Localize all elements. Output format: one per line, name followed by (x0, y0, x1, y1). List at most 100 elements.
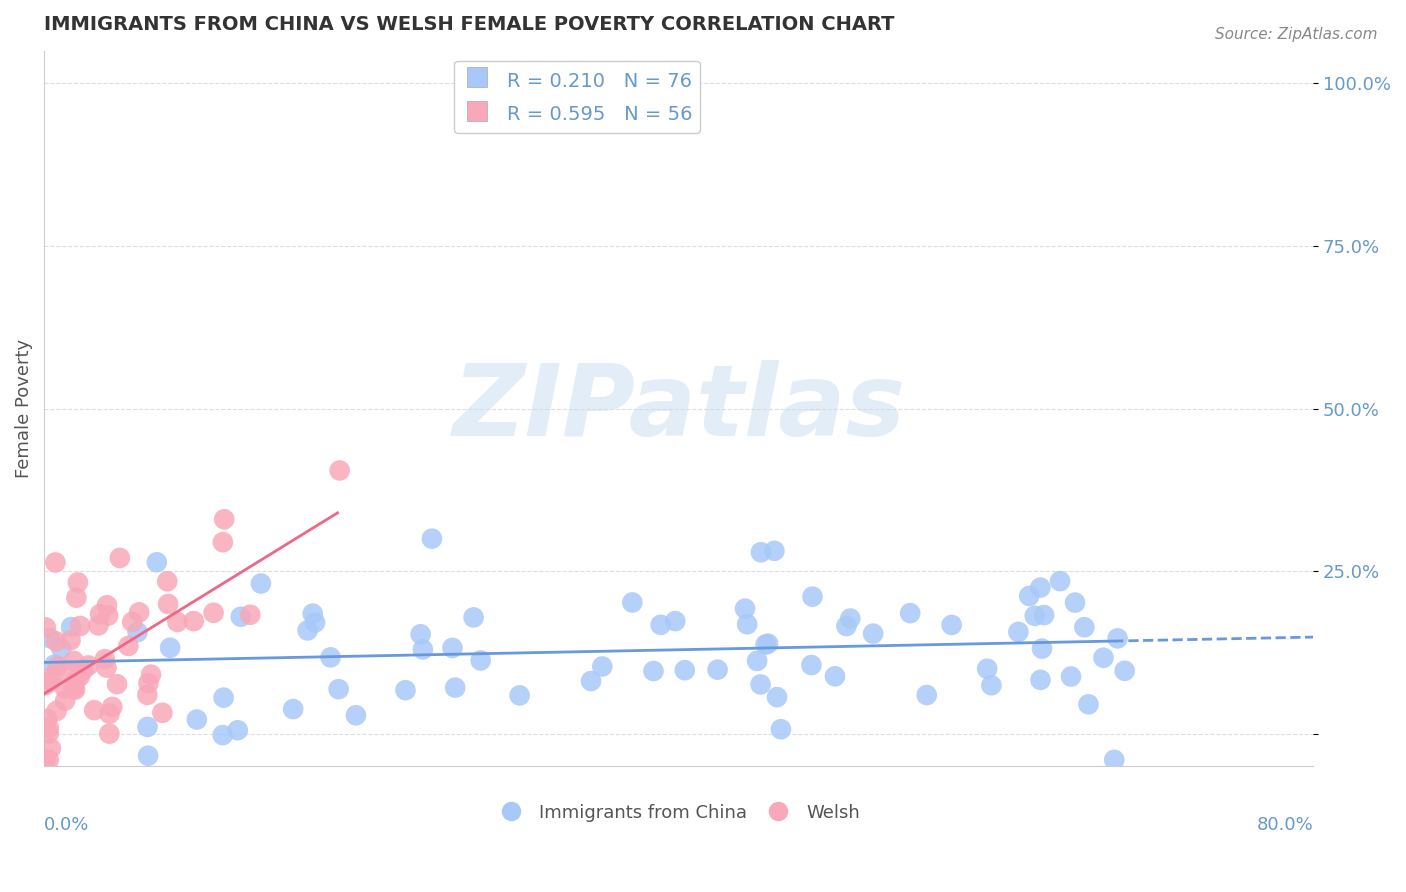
Text: 80.0%: 80.0% (1257, 816, 1313, 834)
Point (250, 576, 273, 591)
Point (83, 703, 105, 717)
Point (1114, 664, 1136, 678)
Point (127, 625, 149, 640)
Point (319, 650, 342, 665)
Text: 0.0%: 0.0% (44, 816, 90, 834)
Point (136, 748, 159, 763)
Point (66, 575, 89, 590)
Point (44, 556, 66, 570)
Point (51, 641, 73, 656)
Point (98, 726, 121, 740)
Point (96, 599, 118, 613)
Point (38, 721, 60, 735)
Point (650, 617, 672, 632)
Point (1031, 641, 1053, 656)
Point (117, 639, 139, 653)
Point (202, 606, 225, 620)
Point (146, 555, 169, 569)
Point (766, 690, 789, 704)
Point (412, 642, 434, 657)
Point (1092, 650, 1115, 665)
Point (1029, 581, 1052, 595)
Point (509, 689, 531, 703)
Point (769, 723, 792, 737)
Point (344, 708, 367, 723)
Point (34, 753, 56, 767)
Point (39, 741, 62, 756)
Point (862, 626, 884, 640)
Point (763, 544, 786, 558)
Point (1060, 669, 1083, 683)
Point (441, 640, 464, 655)
Point (159, 640, 181, 655)
Point (1102, 753, 1125, 767)
Point (915, 688, 938, 702)
Point (69, 670, 91, 684)
Point (1049, 574, 1071, 588)
Point (673, 663, 696, 677)
Point (72, 664, 94, 678)
Y-axis label: Female Poverty: Female Poverty (15, 339, 32, 478)
Point (1033, 608, 1056, 623)
Point (108, 550, 131, 565)
Point (745, 654, 768, 668)
Point (38, 726, 60, 740)
Point (980, 678, 1002, 692)
Point (420, 532, 443, 546)
Point (463, 610, 485, 624)
Point (706, 663, 728, 677)
Point (394, 683, 416, 698)
Point (1077, 698, 1099, 712)
Point (1024, 608, 1046, 623)
Point (98, 706, 121, 721)
Point (664, 614, 686, 628)
Point (941, 618, 963, 632)
Point (444, 681, 467, 695)
Point (35, 620, 58, 634)
Point (1007, 624, 1029, 639)
Point (1107, 632, 1129, 646)
Point (1029, 673, 1052, 687)
Point (297, 624, 319, 638)
Point (824, 669, 846, 683)
Point (470, 653, 492, 667)
Point (1064, 596, 1087, 610)
Point (139, 667, 162, 681)
Point (45, 704, 67, 718)
Point (749, 545, 772, 559)
Point (898, 606, 921, 620)
Point (39, 674, 62, 689)
Point (150, 706, 173, 720)
Point (65, 674, 87, 689)
Point (301, 607, 323, 621)
Point (63, 654, 86, 668)
Point (801, 590, 824, 604)
Point (186, 713, 208, 727)
Point (976, 662, 998, 676)
Point (212, 535, 235, 549)
Point (749, 677, 772, 691)
Point (226, 723, 249, 738)
Point (105, 677, 128, 691)
Text: IMMIGRANTS FROM CHINA VS WELSH FEMALE POVERTY CORRELATION CHART: IMMIGRANTS FROM CHINA VS WELSH FEMALE PO… (44, 15, 894, 34)
Point (34, 678, 56, 692)
Point (212, 512, 235, 526)
Point (283, 702, 305, 716)
Point (63, 682, 86, 697)
Point (58, 664, 80, 678)
Text: ZIPatlas: ZIPatlas (453, 360, 905, 457)
Point (157, 597, 180, 611)
Point (211, 728, 233, 742)
Point (96, 660, 118, 674)
Point (839, 611, 862, 625)
Point (59, 633, 82, 648)
Point (409, 627, 432, 641)
Point (94, 652, 117, 666)
Point (138, 676, 160, 690)
Point (1018, 589, 1040, 603)
Point (38, 631, 60, 645)
Point (62, 681, 84, 696)
Point (800, 658, 823, 673)
Point (46, 659, 69, 673)
Point (735, 617, 758, 632)
